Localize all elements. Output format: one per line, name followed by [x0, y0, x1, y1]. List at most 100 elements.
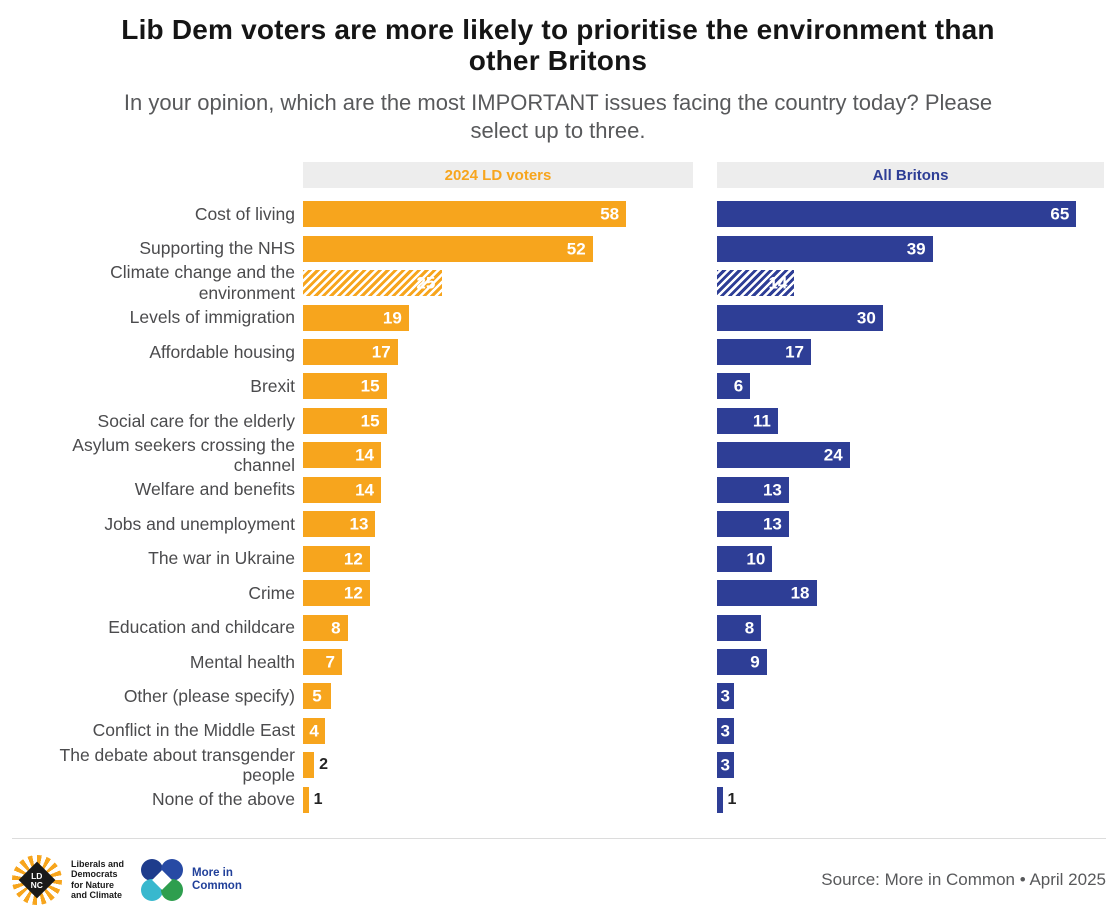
- bar-value-label: 3: [720, 721, 731, 741]
- bar-cell: 1: [717, 782, 1104, 816]
- ld-voters-bar-5: 17: [303, 339, 398, 365]
- column-header-ld-voters: 2024 LD voters: [303, 162, 693, 189]
- bar-cell: 17: [717, 335, 1104, 369]
- bar-value-label: 13: [349, 514, 369, 534]
- bar-value-label: 58: [600, 204, 620, 224]
- bar-value-label: 3: [720, 686, 731, 706]
- all-britons-bar-13: 8: [717, 614, 762, 641]
- panel-gap: [693, 266, 717, 300]
- bar-value-label: 8: [331, 618, 341, 637]
- panel-gap: [693, 404, 717, 438]
- more-in-common-logo-icon: [141, 858, 184, 901]
- panel-gap: [693, 335, 717, 369]
- bar-cell: 9: [717, 645, 1104, 679]
- category-label: Affordable housing: [149, 341, 295, 362]
- all-britons-bar-8: 24: [717, 442, 850, 469]
- all-britons-bar-2: 39: [717, 235, 933, 262]
- all-britons-bar-3: 14: [717, 270, 795, 297]
- column-header-bands: 2024 LD voters All Britons: [6, 162, 1104, 189]
- ld-voters-bar-8: 14: [303, 442, 381, 469]
- bar-cell: 3: [717, 748, 1104, 782]
- panel-gap: [693, 679, 717, 713]
- bar-cell: 30: [717, 300, 1104, 334]
- bar-cell: 15: [303, 404, 693, 438]
- bar-value-label: 15: [360, 376, 380, 396]
- ld-voters-bar-16: 4: [303, 717, 326, 744]
- bar-value-label: 3: [720, 755, 731, 775]
- all-britons-bar-12: 18: [717, 580, 817, 607]
- bar-cell: 1: [303, 782, 693, 816]
- bar-cell: 8: [303, 610, 693, 644]
- bar-value-label: 14: [768, 273, 788, 293]
- panel-gap: [693, 507, 717, 541]
- all-britons-bar-7: 11: [717, 407, 778, 434]
- bar-value-label: 25: [416, 273, 436, 293]
- category-label: Crime: [248, 582, 295, 603]
- panel-gap: [693, 197, 717, 231]
- category-label: Welfare and benefits: [134, 479, 295, 500]
- bar-value-label: 1: [727, 790, 737, 808]
- bar-cell: 12: [303, 541, 693, 575]
- bar-cell: 3: [717, 679, 1104, 713]
- bar-value-label: 6: [733, 376, 744, 396]
- bar-cell: 14: [303, 438, 693, 472]
- bar-value-label: 30: [856, 308, 876, 328]
- all-britons-bar-5: 17: [717, 339, 811, 365]
- category-label: Asylum seekers crossing the channel: [72, 434, 295, 476]
- panel-gap: [693, 610, 717, 644]
- bar-cell: 52: [303, 231, 693, 265]
- source-attribution: Source: More in Common • April 2025: [821, 869, 1106, 889]
- bar-value-label: 13: [762, 480, 782, 500]
- panel-gap: [693, 782, 717, 816]
- footer-logos: LD NC Liberals and Democrats for Nature a…: [12, 854, 242, 905]
- bar-cell: 65: [717, 197, 1104, 231]
- category-label: Conflict in the Middle East: [92, 720, 295, 741]
- bar-value-label: 52: [566, 239, 586, 259]
- bar-value-label: 17: [785, 342, 804, 362]
- bar-value-label: 12: [343, 583, 363, 603]
- all-britons-bar-18: 1: [717, 786, 736, 813]
- ld-voters-bar-6: 15: [303, 373, 387, 400]
- bar-cell: 5: [303, 679, 693, 713]
- panel-gap: [693, 369, 717, 403]
- chart-subtitle: In your opinion, which are the most IMPO…: [123, 89, 993, 143]
- category-label: Climate change and the environment: [110, 262, 295, 304]
- bar-cell: 14: [717, 266, 1104, 300]
- bar-cell: 12: [303, 576, 693, 610]
- panel-gap: [693, 473, 717, 507]
- bar-cell: 15: [303, 369, 693, 403]
- ld-voters-bar-1: 58: [303, 201, 627, 228]
- bar-value-label: 17: [371, 342, 391, 362]
- bar-cell: 18: [717, 576, 1104, 610]
- ld-voters-bar-4: 19: [303, 304, 409, 331]
- page-title: Lib Dem voters are more likely to priori…: [121, 14, 995, 77]
- column-header-all-britons: All Britons: [717, 162, 1104, 189]
- bar-cell: 24: [717, 438, 1104, 472]
- all-britons-bar-17: 3: [717, 752, 734, 779]
- ldnc-sunburst-logo-icon: LD NC: [12, 854, 62, 905]
- bar-value-label: 24: [823, 445, 843, 465]
- category-label: Jobs and unemployment: [104, 513, 295, 534]
- ld-voters-bar-11: 12: [303, 545, 370, 572]
- bar-cell: 14: [303, 473, 693, 507]
- footer: LD NC Liberals and Democrats for Nature a…: [12, 838, 1106, 910]
- bar-value-label: 14: [355, 445, 374, 465]
- bar-cell: 17: [303, 335, 693, 369]
- ldnc-diamond-icon: LD NC: [18, 861, 56, 898]
- category-label: Brexit: [250, 376, 295, 397]
- bar-value-label: 65: [1050, 204, 1070, 224]
- all-britons-bar-11: 10: [717, 545, 773, 572]
- category-label: Education and childcare: [108, 617, 295, 638]
- bar-value-label: 9: [750, 652, 760, 672]
- ld-voters-bar-13: 8: [303, 614, 348, 641]
- ld-voters-bar-2: 52: [303, 235, 593, 262]
- ld-voters-bar-18: 1: [303, 786, 322, 813]
- all-britons-bar-6: 6: [717, 373, 751, 400]
- bar-value-label: 12: [343, 549, 363, 569]
- bar-cell: 7: [303, 645, 693, 679]
- category-label: None of the above: [151, 789, 295, 810]
- more-in-common-wordmark: More in Common: [192, 866, 242, 892]
- bar-value-label: 4: [309, 721, 319, 741]
- panel-gap: [693, 438, 717, 472]
